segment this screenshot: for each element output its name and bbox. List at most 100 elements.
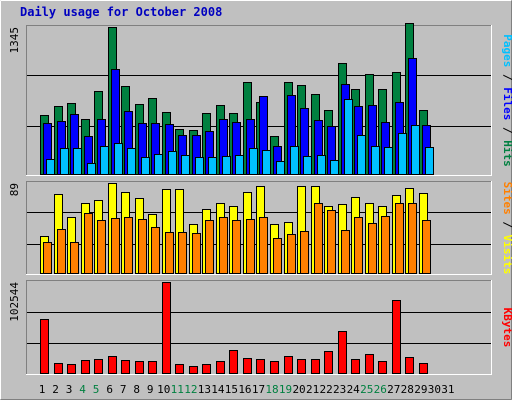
y-max-label-bottom: 102544 — [8, 282, 21, 322]
bar-sites-day-9 — [151, 227, 160, 274]
bar-kbytes-day-14 — [216, 361, 225, 374]
bar-pages-day-16 — [249, 148, 258, 175]
bar-pages-day-7 — [127, 148, 136, 175]
bar-kbytes-day-27 — [392, 300, 401, 374]
bar-sites-day-18 — [273, 238, 282, 274]
bar-kbytes-day-19 — [284, 356, 293, 374]
x-tick-label: 18 — [265, 383, 278, 396]
bar-kbytes-day-15 — [229, 350, 238, 374]
bar-kbytes-day-7 — [121, 360, 130, 374]
x-tick-label: 15 — [225, 383, 238, 396]
bar-pages-day-5 — [100, 146, 109, 175]
bar-kbytes-day-5 — [94, 359, 103, 374]
panel-top: 1345 Pages / Files / Hits — [8, 23, 512, 176]
panel-bottom: 102544 KBytes — [8, 280, 512, 375]
x-tick-label: 17 — [252, 383, 265, 396]
x-tick-label: 14 — [211, 383, 225, 396]
x-tick-label: 1 — [39, 383, 46, 396]
bar-sites-day-25 — [368, 223, 377, 274]
x-tick-label: 4 — [79, 383, 86, 396]
x-tick-label: 16 — [238, 383, 251, 396]
x-tick-label: 3 — [66, 383, 73, 396]
bar-pages-day-20 — [303, 156, 312, 175]
bar-pages-day-3 — [73, 148, 82, 175]
x-axis: 1 2 3 4 5 6 7 8 9 10 11 12 13 14 15 16 17 18 19 20 21 22 23 24 2… — [39, 383, 455, 396]
bar-pages-day-23 — [344, 99, 353, 175]
bar-sites-day-8 — [138, 219, 147, 274]
bar-pages-day-29 — [425, 147, 434, 175]
bar-pages-day-26 — [384, 147, 393, 175]
x-tick-label: 19 — [279, 383, 292, 396]
bar-kbytes-day-21 — [311, 359, 320, 374]
bar-kbytes-day-6 — [108, 356, 117, 374]
bar-pages-day-19 — [290, 146, 299, 175]
series-kbytes — [40, 282, 428, 374]
legend-part: / — [501, 67, 512, 87]
x-tick-label: 22 — [320, 383, 333, 396]
bar-kbytes-day-18 — [270, 361, 279, 374]
bar-sites-day-1 — [43, 242, 52, 274]
bar-sites-day-23 — [341, 230, 350, 274]
x-tick-label: 28 — [401, 383, 414, 396]
bar-pages-day-11 — [181, 155, 190, 175]
bar-kbytes-day-29 — [419, 363, 428, 374]
chart-title: Daily usage for October 2008 — [20, 5, 222, 19]
x-tick-label: 10 — [157, 383, 170, 396]
bar-kbytes-day-16 — [243, 358, 252, 374]
x-tick-label: 21 — [306, 383, 319, 396]
bar-kbytes-day-12 — [189, 366, 198, 374]
bar-pages-day-12 — [195, 157, 204, 175]
bar-sites-day-29 — [422, 220, 431, 274]
x-tick-label: 27 — [387, 383, 400, 396]
bar-sites-day-11 — [178, 232, 187, 274]
bar-kbytes-day-26 — [378, 361, 387, 374]
bar-sites-day-14 — [219, 217, 228, 274]
bar-kbytes-day-20 — [297, 359, 306, 374]
x-tick-label: 31 — [441, 383, 454, 396]
bar-sites-day-26 — [381, 216, 390, 274]
bar-sites-day-10 — [165, 232, 174, 274]
x-tick-label: 23 — [333, 383, 346, 396]
bar-pages-day-1 — [46, 159, 55, 175]
legend-part: Visits — [501, 235, 512, 275]
bar-sites-day-17 — [259, 217, 268, 274]
legend-part: / — [501, 120, 512, 140]
bar-kbytes-day-4 — [81, 360, 90, 374]
bar-pages-day-14 — [222, 156, 231, 175]
x-tick-label: 7 — [120, 383, 127, 396]
bar-kbytes-day-1 — [40, 319, 49, 374]
bar-pages-day-25 — [371, 146, 380, 175]
bar-sites-day-13 — [205, 220, 214, 274]
x-tick-label: 26 — [374, 383, 387, 396]
bar-sites-day-2 — [57, 229, 66, 274]
side-legend-bottom: KBytes — [501, 308, 512, 348]
side-legend-top: Pages / Files / Hits — [501, 34, 512, 167]
bar-pages-day-15 — [235, 155, 244, 175]
legend-part: / — [501, 215, 512, 235]
bar-pages-day-28 — [411, 125, 420, 175]
bar-sites-day-24 — [354, 217, 363, 274]
bar-sites-day-21 — [314, 203, 323, 274]
bar-kbytes-day-22 — [324, 351, 333, 374]
x-tick-label: 13 — [198, 383, 211, 396]
x-tick-label: 25 — [360, 383, 373, 396]
bar-sites-day-22 — [327, 210, 336, 274]
panel-mid: 89 Sites / Visits — [8, 181, 512, 275]
bar-kbytes-day-17 — [256, 359, 265, 374]
x-tick-label: 11 — [171, 383, 184, 396]
bar-sites-day-15 — [232, 220, 241, 274]
bar-kbytes-day-8 — [135, 361, 144, 374]
legend-part: Sites — [501, 182, 512, 215]
bar-kbytes-day-11 — [175, 364, 184, 374]
bar-sites-day-16 — [246, 219, 255, 274]
x-tick-label: 2 — [52, 383, 59, 396]
bar-pages-day-17 — [262, 150, 271, 175]
y-max-label-mid: 89 — [8, 183, 21, 196]
x-tick-label: 9 — [147, 383, 154, 396]
bar-pages-day-24 — [357, 135, 366, 175]
bar-kbytes-day-13 — [202, 364, 211, 374]
bar-sites-day-7 — [124, 217, 133, 274]
series-pages — [46, 99, 434, 175]
